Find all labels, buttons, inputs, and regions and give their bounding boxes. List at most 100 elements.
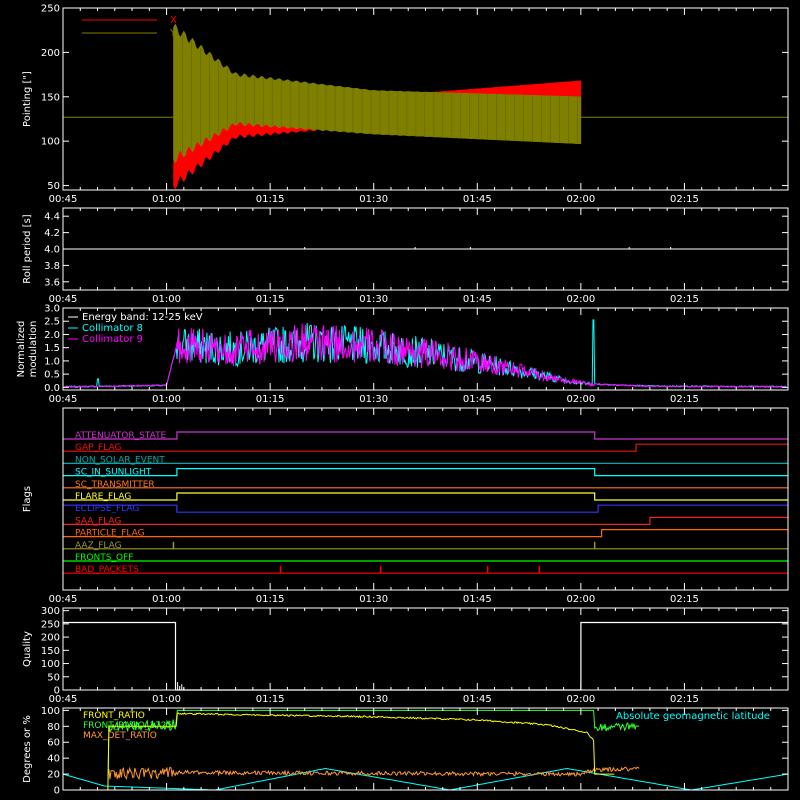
legend-label-front-ratio: FRONT_RATIO	[83, 711, 145, 721]
x-tick-label: 02:15	[670, 694, 699, 705]
x-axis-1: 00:45 01:00 01:15 01:30 01:45 02:00 02:15	[49, 8, 789, 205]
flag-label: FLARE_FLAG	[75, 492, 131, 502]
flag-row-particle-flag: PARTICLE_FLAG	[63, 529, 788, 539]
x-tick-label: 01:15	[256, 694, 285, 705]
quality-line	[63, 621, 788, 691]
x-tick-label: 00:45	[49, 394, 78, 405]
x-tick-label: 00:45	[49, 194, 78, 205]
flag-row-sc-in-sunlight: SC_IN_SUNLIGHT	[63, 468, 788, 478]
y-tick-label: 200	[41, 633, 60, 644]
flag-label: NON_SOLAR_EVENT	[75, 455, 165, 465]
x-tick-label: 02:00	[566, 694, 595, 705]
x-tick-label: 01:45	[463, 294, 492, 305]
y-tick-label: 50	[47, 181, 60, 192]
flag-label: SC_TRANSMITTER	[75, 480, 155, 490]
y-tick-label: 0.5	[44, 370, 60, 381]
x-tick-label: 02:00	[566, 194, 595, 205]
quality-spikes	[177, 682, 185, 690]
series-max-det-ratio	[107, 766, 640, 781]
flag-line	[63, 468, 788, 477]
x-tick-label: 01:45	[463, 594, 492, 605]
x-tick-label: 01:45	[463, 394, 492, 405]
y-tick-label: 50	[47, 672, 60, 683]
y-tick-label: 4.0	[44, 245, 60, 256]
x-tick-label: 01:00	[152, 394, 181, 405]
y-tick-label: 0	[54, 786, 60, 797]
flag-label: AAZ_FLAG	[75, 541, 122, 551]
x-tick-label: 01:00	[152, 294, 181, 305]
series-y-oscillation	[173, 27, 578, 159]
y-tick-label: 80	[47, 722, 60, 733]
x-tick-label: 00:45	[49, 594, 78, 605]
y-tick-label: 100	[41, 659, 60, 670]
flag-row-attenuator-state: ATTENUATOR_STATE	[63, 431, 788, 441]
x-tick-label: 01:30	[359, 694, 388, 705]
x-tick-label: 02:15	[670, 294, 699, 305]
x-axis-6	[62, 708, 789, 790]
flag-label: SC_IN_SUNLIGHT	[75, 468, 152, 478]
flag-line	[63, 431, 788, 440]
legend-label: Collimator 8	[82, 323, 143, 334]
plot-frame-5	[62, 607, 789, 691]
x-axis-4: 00:45 01:00 01:15 01:30 01:45 02:00 02:15	[49, 408, 789, 605]
y-tick-label: 3.8	[44, 261, 60, 272]
y-tick-label: 250	[41, 619, 60, 630]
y-tick-label: 0.0	[44, 383, 60, 394]
flag-row-fronts-off: FRONTS_OFF	[63, 553, 788, 563]
x-tick-label: 01:30	[359, 294, 388, 305]
y-axis-label-degrees: Degrees or %	[22, 715, 33, 783]
y-axis-3: 0.0 0.5 1.0 1.5 2.0 2.5 3.0	[44, 304, 788, 394]
legend-label: Collimator 9	[82, 334, 143, 345]
x-tick-label: 01:15	[256, 294, 285, 305]
x-tick-label: 01:45	[463, 694, 492, 705]
legend-label-front-ratio-1725: FRONT_RATIO_1725	[83, 721, 172, 731]
y-tick-label: 100	[41, 137, 60, 148]
x-tick-label: 01:15	[256, 594, 285, 605]
x-axis-2: 00:45 01:00 01:15 01:30 01:45 02:00 02:15	[49, 208, 789, 305]
x-tick-label: 01:00	[152, 594, 181, 605]
y-tick-label: 100	[41, 706, 60, 717]
y-tick-label: 300	[41, 606, 60, 617]
flag-row-sc-transmitter: SC_TRANSMITTER	[63, 480, 788, 490]
y-tick-label: 200	[41, 48, 60, 59]
y-tick-label: 1.0	[44, 356, 60, 367]
y-tick-label: 60	[47, 738, 60, 749]
y-tick-label: 150	[41, 646, 60, 657]
x-axis-3: 00:45 01:00 01:15 01:30 01:45 02:00 02:15	[49, 308, 789, 405]
flag-label: ATTENUATOR_STATE	[75, 431, 167, 441]
y-tick-label: 3.6	[44, 277, 60, 288]
flag-row-saa-flag: SAA_FLAG	[63, 516, 788, 526]
y-tick-label: 3.0	[44, 304, 60, 315]
flag-label: SAA_FLAG	[75, 516, 121, 526]
flag-line	[63, 504, 788, 513]
x-tick-label: 00:45	[49, 694, 78, 705]
y-axis-label-pointing: Pointing ["]	[22, 71, 33, 127]
flag-line	[63, 492, 788, 501]
x-tick-label: 00:45	[49, 294, 78, 305]
legend-label: Energy band: 12-25 keV	[82, 312, 203, 323]
y-axis-5: 0 50 100 150 200 250 300	[41, 606, 788, 697]
flag-label: ECLIPSE_FLAG	[75, 504, 139, 514]
x-axis-5: 00:45 01:00 01:15 01:30 01:45 02:00 02:15	[49, 608, 789, 705]
x-tick-label: 01:15	[256, 194, 285, 205]
series-collimator-9	[64, 323, 787, 389]
legend-label-max-det-ratio: MAX_DET_RATIO	[83, 731, 157, 741]
x-tick-label: 02:15	[670, 194, 699, 205]
x-tick-label: 02:00	[566, 294, 595, 305]
y-axis-label-modulation-2: modulation	[28, 321, 39, 378]
flag-row-flare-flag: FLARE_FLAG	[63, 492, 788, 502]
x-tick-label: 01:00	[152, 694, 181, 705]
x-tick-label: 02:00	[566, 594, 595, 605]
y-axis-2: 3.6 3.8 4.0 4.2 4.4	[44, 212, 788, 288]
y-tick-label: 20	[47, 770, 60, 781]
x-tick-label: 01:00	[152, 194, 181, 205]
y-tick-label: 40	[47, 754, 60, 765]
annotation-geomagnetic-latitude: Absolute geomagnetic latitude	[616, 711, 770, 722]
x-tick-label: 02:00	[566, 394, 595, 405]
y-tick-label: 4.2	[44, 228, 60, 239]
x-tick-label: 01:15	[256, 394, 285, 405]
y-axis-label-roll-period: Roll period [s]	[22, 214, 33, 283]
series-front-ratio-1725	[107, 709, 640, 791]
y-tick-label: 150	[41, 92, 60, 103]
x-tick-label: 01:45	[463, 194, 492, 205]
